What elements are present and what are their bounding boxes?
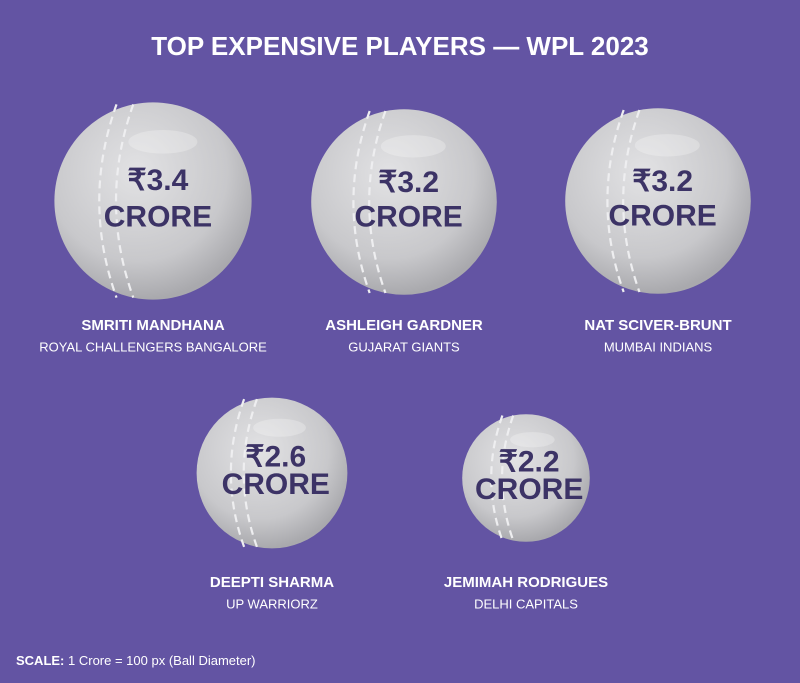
seam bbox=[368, 110, 387, 294]
unit-label: CRORE bbox=[104, 200, 212, 233]
chart-title: TOP EXPENSIVE PLAYERS — WPL 2023 bbox=[151, 31, 649, 61]
seam bbox=[352, 110, 371, 294]
unit-label: CRORE bbox=[475, 473, 583, 506]
highlight bbox=[128, 130, 198, 154]
seam bbox=[500, 415, 515, 541]
value-label: ₹2.2 bbox=[499, 446, 560, 479]
player-name: DEEPTI SHARMA bbox=[210, 574, 334, 591]
highlight bbox=[510, 432, 555, 448]
scale-label: SCALE: bbox=[16, 653, 64, 668]
team-name: MUMBAI INDIANS bbox=[604, 339, 713, 354]
team-name: UP WARRIORZ bbox=[226, 596, 318, 611]
ball bbox=[196, 397, 348, 549]
player-name: NAT SCIVER-BRUNT bbox=[584, 317, 731, 334]
seam bbox=[115, 104, 135, 298]
player-name: JEMIMAH RODRIGUES bbox=[444, 574, 608, 591]
player-name: ASHLEIGH GARDNER bbox=[325, 317, 483, 334]
team-name: DELHI CAPITALS bbox=[474, 596, 578, 611]
highlight bbox=[253, 418, 306, 437]
value-label: ₹3.4 bbox=[128, 164, 189, 197]
highlight bbox=[634, 134, 700, 157]
highlight bbox=[380, 135, 446, 158]
team-name: ROYAL CHALLENGERS BANGALORE bbox=[39, 339, 267, 354]
value-label: ₹3.2 bbox=[632, 165, 693, 198]
seam bbox=[242, 398, 258, 548]
value-label: ₹3.2 bbox=[378, 166, 439, 199]
scale-note: SCALE: 1 Crore = 100 px (Ball Diameter) bbox=[16, 653, 256, 668]
player-name: SMRITI MANDHANA bbox=[81, 317, 224, 334]
unit-label: CRORE bbox=[222, 468, 330, 501]
seam bbox=[98, 104, 118, 298]
seam bbox=[490, 415, 504, 541]
seam bbox=[622, 109, 641, 293]
seam bbox=[229, 398, 246, 548]
seam bbox=[606, 109, 625, 293]
team-name: GUJARAT GIANTS bbox=[348, 339, 460, 354]
unit-label: CRORE bbox=[608, 199, 716, 232]
unit-label: CRORE bbox=[354, 200, 462, 233]
value-label: ₹2.6 bbox=[245, 440, 306, 473]
scale-text: 1 Crore = 100 px (Ball Diameter) bbox=[68, 653, 256, 668]
